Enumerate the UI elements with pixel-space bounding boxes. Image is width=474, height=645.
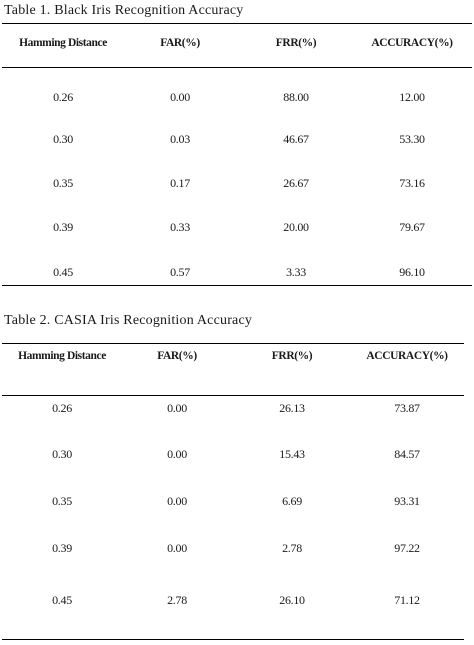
table-cell: 93.31 [394, 494, 420, 508]
table-cell: 0.00 [170, 90, 190, 104]
table-cell: 97.22 [394, 541, 420, 555]
table-2-header-rule [2, 395, 464, 396]
table-cell: 0.00 [167, 494, 187, 508]
table-1-header-rule [2, 67, 472, 68]
table-cell: 53.30 [399, 132, 425, 146]
table-1-top-rule [2, 23, 472, 24]
table-2-bottom-rule [2, 639, 464, 640]
table-cell: 0.57 [170, 265, 190, 279]
table-cell: 26.10 [279, 593, 305, 607]
table-1-bottom-rule [2, 285, 472, 286]
table-cell: 26.67 [283, 176, 309, 190]
table-1-header-hamming: Hamming Distance [19, 37, 107, 49]
table-1-caption: Table 1. Black Iris Recognition Accuracy [4, 3, 244, 18]
table-cell: 96.10 [399, 265, 425, 279]
table-cell: 0.00 [167, 401, 187, 415]
table-cell: 0.17 [170, 176, 190, 190]
table-2-top-rule [2, 343, 464, 344]
table-cell: 73.87 [394, 401, 420, 415]
table-1-header-frr: FRR(%) [275, 37, 317, 49]
table-cell: 0.26 [53, 90, 73, 104]
table-cell: 3.33 [286, 265, 306, 279]
table-cell: 0.26 [52, 401, 72, 415]
table-cell: 12.00 [399, 90, 425, 104]
table-cell: 0.39 [53, 220, 73, 234]
table-cell: 0.45 [53, 265, 73, 279]
table-cell: 0.00 [167, 447, 187, 461]
table-2-header-far: FAR(%) [157, 350, 197, 362]
table-cell: 88.00 [283, 90, 309, 104]
table-cell: 2.78 [167, 593, 187, 607]
table-cell: 0.39 [52, 541, 72, 555]
table-cell: 0.30 [53, 132, 73, 146]
table-cell: 2.78 [282, 541, 302, 555]
table-1-header-far: FAR(%) [160, 37, 200, 49]
table-2-header-accuracy: ACCURACY(%) [366, 350, 448, 362]
table-2-caption: Table 2. CASIA Iris Recognition Accuracy [4, 313, 253, 328]
table-cell: 0.35 [52, 494, 72, 508]
table-cell: 0.33 [170, 220, 190, 234]
table-cell: 0.45 [52, 593, 72, 607]
table-cell: 71.12 [394, 593, 420, 607]
table-cell: 73.16 [399, 176, 425, 190]
table-2-header-hamming: Hamming Distance [18, 350, 106, 362]
table-cell: 0.00 [167, 541, 187, 555]
table-cell: 79.67 [399, 220, 425, 234]
table-cell: 20.00 [283, 220, 309, 234]
table-cell: 15.43 [279, 447, 305, 461]
table-cell: 0.35 [53, 176, 73, 190]
table-1-header-accuracy: ACCURACY(%) [371, 37, 453, 49]
table-cell: 26.13 [279, 401, 305, 415]
table-cell: 46.67 [283, 132, 309, 146]
table-2-header-frr: FRR(%) [271, 350, 313, 362]
table-cell: 0.03 [170, 132, 190, 146]
table-cell: 0.30 [52, 447, 72, 461]
table-cell: 6.69 [282, 494, 302, 508]
table-cell: 84.57 [394, 447, 420, 461]
